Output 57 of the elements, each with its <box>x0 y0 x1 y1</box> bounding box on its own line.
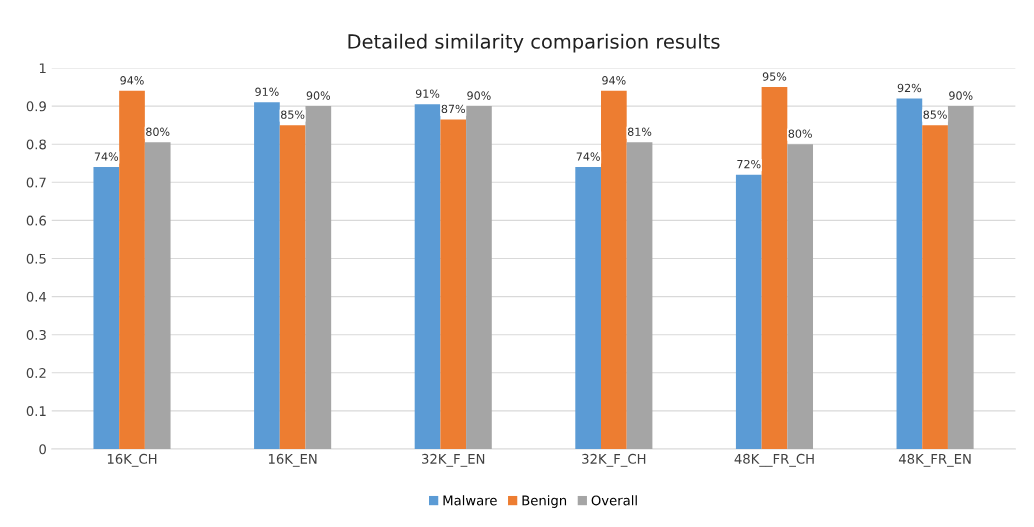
data-label: 94% <box>120 76 144 85</box>
data-label: 90% <box>306 91 331 100</box>
y-tick-label: 0.5 <box>26 253 46 264</box>
x-tick-label: 32K_F_EN <box>422 453 485 467</box>
bar <box>601 90 627 449</box>
data-label: 90% <box>949 91 973 100</box>
bar <box>254 102 280 449</box>
bar <box>575 167 601 449</box>
data-label: 74% <box>94 152 119 161</box>
y-tick-label: 0.9 <box>26 101 46 112</box>
y-tick-label: 1 <box>39 63 46 73</box>
bar <box>922 125 948 449</box>
x-tick-label: 48K__FR_CH <box>734 453 814 467</box>
data-label: 80% <box>788 129 812 138</box>
bar <box>787 144 814 449</box>
data-label: 87% <box>441 104 465 114</box>
bar <box>93 167 120 449</box>
x-tick-label: 16K_EN <box>268 453 317 467</box>
legend-label: Malware <box>443 495 497 506</box>
data-label: 81% <box>627 127 652 136</box>
y-tick-label: 0.3 <box>26 329 46 340</box>
data-label: 94% <box>602 76 626 85</box>
chart-title: Detailed similarity comparision results <box>348 33 720 53</box>
data-label: 80% <box>146 127 170 136</box>
data-label: 85% <box>281 110 305 119</box>
y-tick-label: 0.4 <box>26 291 47 302</box>
y-tick-label: 0.1 <box>26 406 46 417</box>
bar <box>414 104 441 449</box>
bar <box>305 106 332 449</box>
data-label: 90% <box>467 91 491 100</box>
bar <box>761 87 788 449</box>
bar <box>947 106 974 449</box>
bar <box>440 119 467 449</box>
bar <box>119 90 145 449</box>
data-label: 72% <box>737 159 761 169</box>
bar <box>896 98 923 449</box>
bar <box>466 106 492 449</box>
x-tick-label: 16K_CH <box>107 453 157 467</box>
y-tick-label: 0.7 <box>26 177 46 188</box>
x-tick-label: 48K_FR_EN <box>898 453 971 467</box>
y-tick-label: 0.6 <box>26 215 47 226</box>
bar <box>626 142 653 449</box>
x-tick-label: 32K_F_CH <box>582 453 646 467</box>
y-tick-label: 0 <box>39 444 46 455</box>
y-tick-label: 0.8 <box>26 139 46 150</box>
data-label: 85% <box>923 110 947 119</box>
bar <box>279 125 306 449</box>
data-label: 91% <box>415 89 440 98</box>
bar <box>735 174 762 449</box>
legend-label: Benign <box>522 495 567 508</box>
data-label: 92% <box>897 83 922 93</box>
data-label: 74% <box>576 152 600 161</box>
data-label: 91% <box>255 87 279 96</box>
bar <box>144 142 171 449</box>
data-label: 95% <box>762 72 787 81</box>
legend-label: Overall <box>591 495 637 506</box>
y-tick-label: 0.2 <box>26 368 46 378</box>
